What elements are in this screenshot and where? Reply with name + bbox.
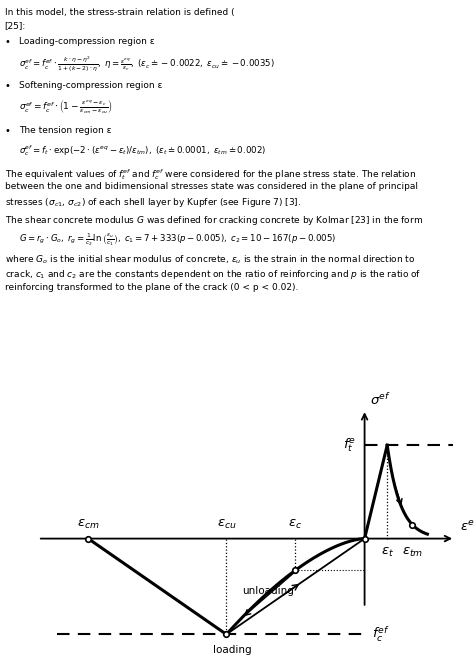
Text: $\sigma^{ef}$: $\sigma^{ef}$ [370,393,391,408]
Text: Loading-compression region ε: Loading-compression region ε [19,37,155,46]
Text: reinforcing transformed to the plane of the crack (0 < p < 0.02).: reinforcing transformed to the plane of … [5,282,298,292]
Text: $\varepsilon_{cm}$: $\varepsilon_{cm}$ [77,518,100,531]
Text: $\varepsilon_{tm}$: $\varepsilon_{tm}$ [402,546,423,560]
Text: The tension region ε: The tension region ε [19,125,111,135]
Text: $G = r_g \cdot G_o,\; r_g = \frac{1}{c_2}\ln\left(\frac{\varepsilon_u}{c_1}\righ: $G = r_g \cdot G_o,\; r_g = \frac{1}{c_2… [19,231,337,248]
Text: $\varepsilon_c$: $\varepsilon_c$ [288,518,302,531]
Text: $\varepsilon_{cu}$: $\varepsilon_{cu}$ [217,518,236,531]
Text: $f_t^e$: $f_t^e$ [343,436,356,454]
Text: where $G_o$ is the initial shear modulus of concrete, $\varepsilon_u$ is the str: where $G_o$ is the initial shear modulus… [5,254,415,266]
Text: $\varepsilon_t$: $\varepsilon_t$ [381,546,394,560]
Text: $\varepsilon^{eq}$: $\varepsilon^{eq}$ [460,520,474,534]
Text: •: • [5,125,10,136]
Text: In this model, the stress-strain relation is defined (: In this model, the stress-strain relatio… [5,8,234,17]
Text: The shear concrete modulus $G$ was defined for cracking concrete by Kolmar [23] : The shear concrete modulus $G$ was defin… [5,214,423,227]
Text: Softening-compression region ε: Softening-compression region ε [19,81,163,90]
Text: •: • [5,37,10,47]
Text: unloading: unloading [242,586,294,596]
Text: $f_c^{ef}$: $f_c^{ef}$ [372,625,390,644]
Text: loading: loading [213,645,252,655]
Text: between the one and bidimensional stresses state was considered in the plane of : between the one and bidimensional stress… [5,182,418,191]
Text: crack, $c_1$ and $c_2$ are the constants dependent on the ratio of reinforcing a: crack, $c_1$ and $c_2$ are the constants… [5,268,421,281]
Text: $\sigma_c^{ef} = f_c^{ef} \cdot \frac{k\cdot\eta - \eta^2}{1+(k-2)\cdot\eta},\;\: $\sigma_c^{ef} = f_c^{ef} \cdot \frac{k\… [19,55,274,74]
Text: The equivalent values of $f_t^{ef}$ and $f_c^{ef}$ were considered for the plane: The equivalent values of $f_t^{ef}$ and … [5,167,416,182]
Text: $\sigma_c^{ef} = f_t \cdot \exp(-2\cdot(\varepsilon^{eq}-\varepsilon_t)/\varepsi: $\sigma_c^{ef} = f_t \cdot \exp(-2\cdot(… [19,144,266,158]
Text: $\sigma_c^{ef} = f_c^{ef} \cdot \left(1 - \frac{\varepsilon^{eq}-\varepsilon_c}{: $\sigma_c^{ef} = f_c^{ef} \cdot \left(1 … [19,99,113,116]
Text: •: • [5,81,10,91]
Text: stresses ($\sigma_{c1}$, $\sigma_{c2}$) of each shell layer by Kupfer (see Figur: stresses ($\sigma_{c1}$, $\sigma_{c2}$) … [5,197,301,209]
Text: [25]:: [25]: [5,21,26,31]
